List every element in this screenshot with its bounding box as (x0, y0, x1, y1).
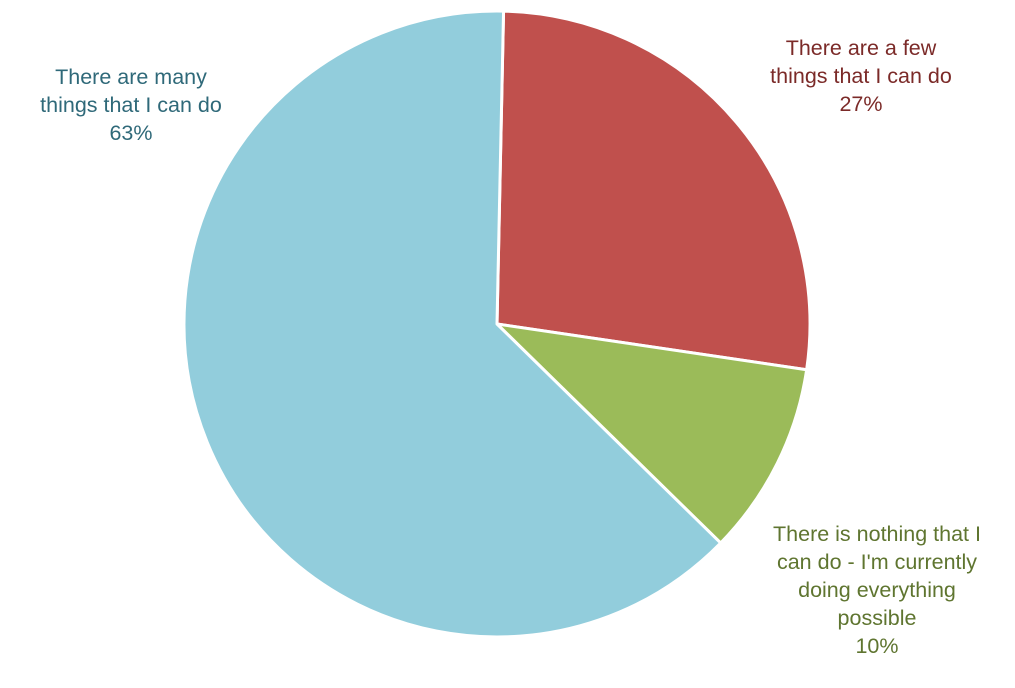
slice-label-text: There are a few things that I can do (770, 36, 952, 88)
pie-slice-nothing (495, 322, 809, 545)
slice-label-few-things: There are a few things that I can do 27% (748, 6, 974, 146)
pie-chart (182, 9, 812, 639)
pie-slice-few-things (495, 9, 812, 372)
slice-percent-label: 63% (109, 121, 153, 145)
slice-label-text: There are many things that I can do (40, 65, 222, 117)
slice-label-many-things: There are many things that I can do 63% (8, 35, 254, 175)
slice-percent-label: 27% (839, 92, 883, 116)
slice-percent-label: 10% (855, 634, 899, 658)
pie-slices (182, 9, 812, 639)
pie-slice-many-things (182, 9, 723, 639)
slice-label-nothing: There is nothing that I can do - I'm cur… (742, 492, 1012, 688)
slice-label-text: There is nothing that I can do - I'm cur… (773, 522, 981, 630)
